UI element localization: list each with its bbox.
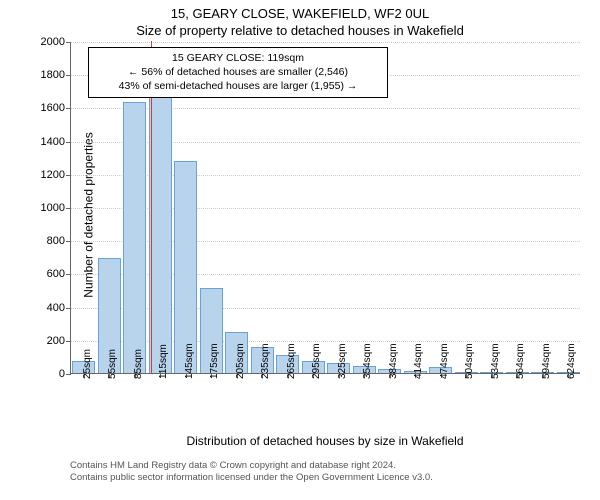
gridline	[71, 142, 580, 143]
ytick-mark	[66, 374, 71, 375]
title-subtitle: Size of property relative to detached ho…	[0, 23, 600, 38]
ytick-label: 400	[47, 302, 65, 314]
info-box-line: 43% of semi-detached houses are larger (…	[95, 79, 381, 93]
xtick-label: 624sqm	[566, 343, 577, 379]
xtick-label: 115sqm	[158, 344, 169, 379]
xtick-label: 25sqm	[82, 349, 93, 379]
info-box-line: ← 56% of detached houses are smaller (2,…	[95, 65, 381, 79]
ytick-label: 1000	[41, 202, 65, 214]
x-axis-title: Distribution of detached houses by size …	[70, 434, 580, 448]
ytick-label: 1200	[41, 169, 65, 181]
ytick-mark	[66, 274, 71, 275]
gridline	[71, 241, 580, 242]
xtick-label: 354sqm	[362, 343, 373, 379]
gridline	[71, 175, 580, 176]
ytick-mark	[66, 241, 71, 242]
xtick-label: 384sqm	[388, 343, 399, 379]
ytick-label: 1800	[41, 69, 65, 81]
footer-line: Contains public sector information licen…	[70, 472, 433, 484]
xtick-label: 235sqm	[260, 343, 271, 379]
info-box: 15 GEARY CLOSE: 119sqm← 56% of detached …	[88, 47, 388, 98]
gridline	[71, 42, 580, 43]
ytick-mark	[66, 108, 71, 109]
footer-attribution: Contains HM Land Registry data © Crown c…	[70, 460, 433, 485]
title-address: 15, GEARY CLOSE, WAKEFIELD, WF2 0UL	[0, 6, 600, 21]
ytick-mark	[66, 75, 71, 76]
gridline	[71, 208, 580, 209]
bar	[123, 102, 146, 373]
xtick-label: 594sqm	[541, 343, 552, 379]
xtick-label: 55sqm	[107, 349, 118, 379]
gridline	[71, 274, 580, 275]
gridline	[71, 341, 580, 342]
ytick-label: 200	[47, 335, 65, 347]
ytick-mark	[66, 341, 71, 342]
ytick-mark	[66, 308, 71, 309]
xtick-label: 504sqm	[464, 343, 475, 379]
gridline	[71, 308, 580, 309]
chart-titles: 15, GEARY CLOSE, WAKEFIELD, WF2 0UL Size…	[0, 0, 600, 38]
xtick-label: 85sqm	[133, 349, 144, 379]
ytick-label: 1600	[41, 102, 65, 114]
gridline	[71, 108, 580, 109]
ytick-label: 800	[47, 235, 65, 247]
xtick-label: 295sqm	[311, 343, 322, 379]
xtick-label: 564sqm	[515, 343, 526, 379]
ytick-label: 1400	[41, 136, 65, 148]
xtick-label: 265sqm	[286, 343, 297, 379]
xtick-label: 534sqm	[490, 343, 501, 379]
ytick-mark	[66, 142, 71, 143]
xtick-label: 474sqm	[439, 343, 450, 379]
footer-line: Contains HM Land Registry data © Crown c…	[70, 460, 433, 472]
xtick-label: 145sqm	[184, 343, 195, 379]
xtick-label: 414sqm	[413, 343, 424, 379]
xtick-label: 205sqm	[235, 343, 246, 379]
ytick-label: 0	[59, 368, 65, 380]
xtick-label: 175sqm	[209, 343, 220, 379]
xtick-label: 325sqm	[337, 343, 348, 379]
bar	[174, 161, 197, 373]
ytick-label: 600	[47, 268, 65, 280]
info-box-line: 15 GEARY CLOSE: 119sqm	[95, 51, 381, 65]
ytick-mark	[66, 42, 71, 43]
ytick-mark	[66, 175, 71, 176]
ytick-label: 2000	[41, 36, 65, 48]
ytick-mark	[66, 208, 71, 209]
